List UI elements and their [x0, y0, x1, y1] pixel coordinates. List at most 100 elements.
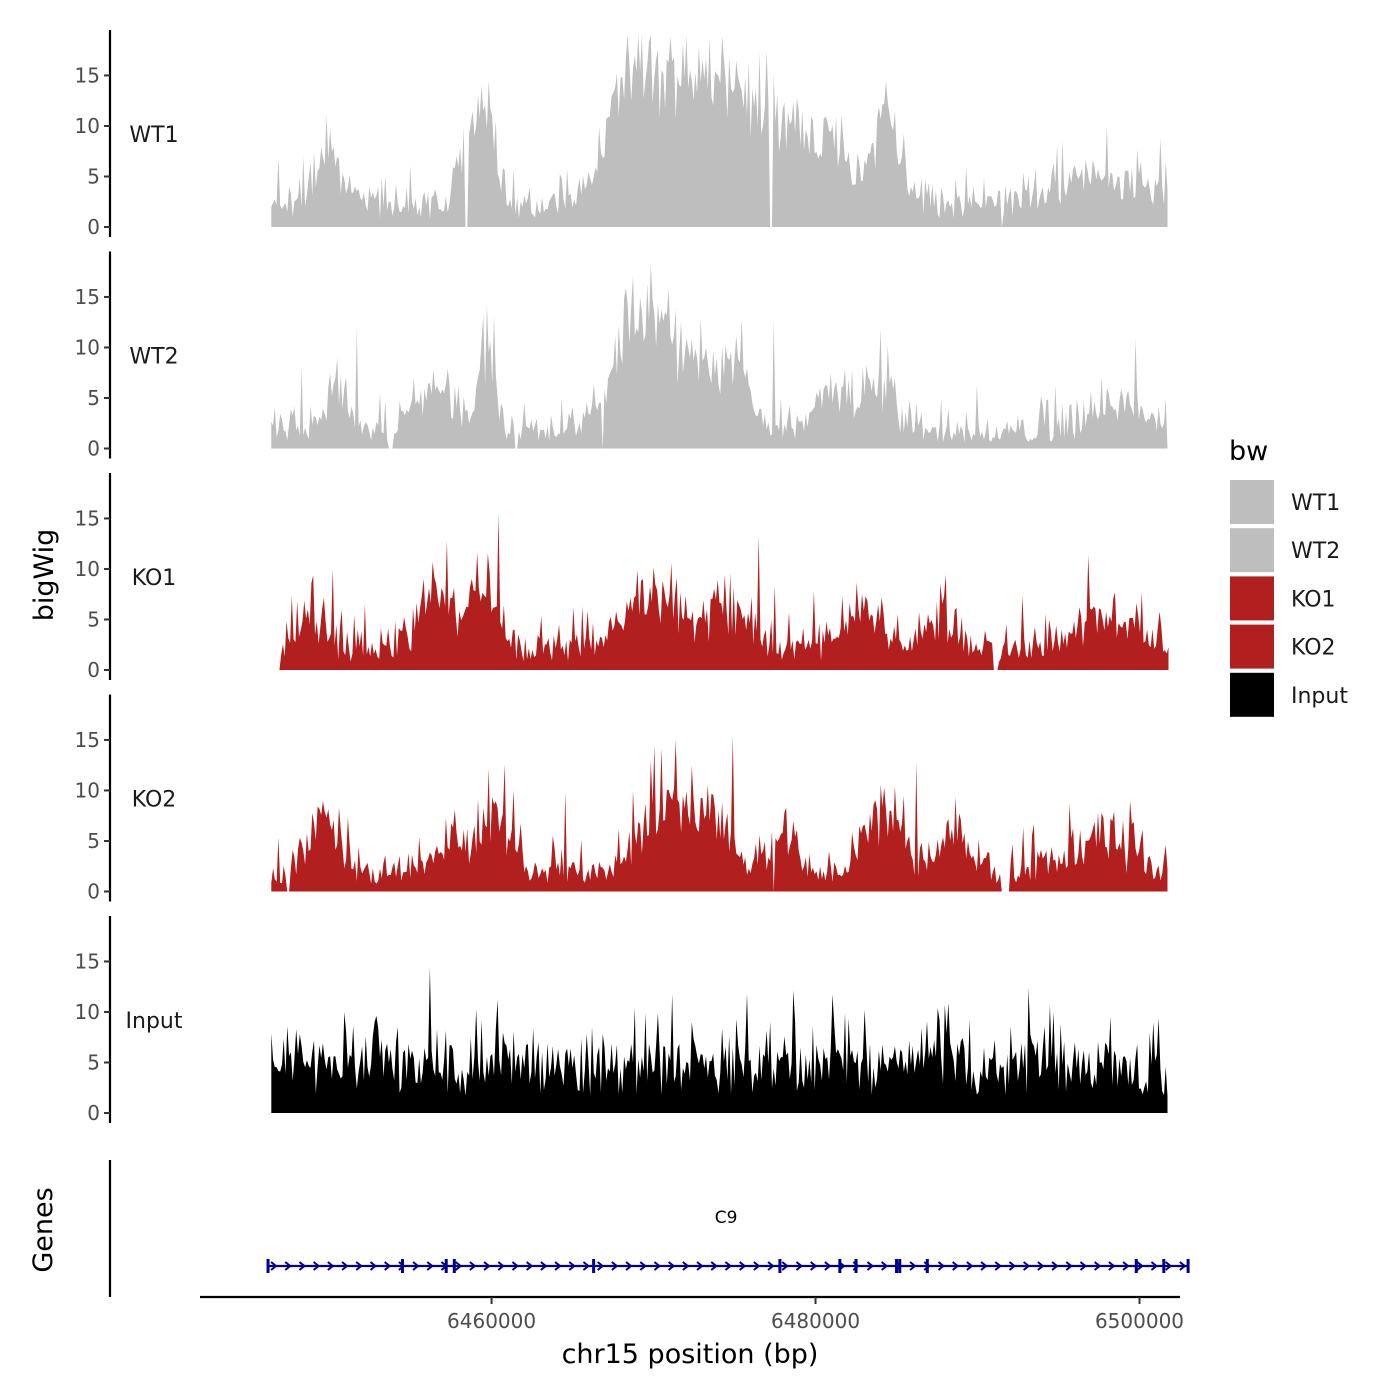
strand-arrow [568, 1261, 576, 1271]
strand-arrow [426, 1261, 434, 1271]
strand-arrow [483, 1261, 491, 1271]
y-axis-title: bigWig [29, 529, 60, 622]
gene-exon [838, 1259, 842, 1273]
strand-arrow [597, 1261, 605, 1271]
strand-arrow [1179, 1261, 1187, 1271]
strand-arrow [668, 1261, 676, 1271]
y-tick-label: 5 [87, 829, 100, 853]
strand-arrow [526, 1261, 534, 1271]
track-label: WT2 [129, 345, 178, 370]
y-tick-label: 0 [87, 880, 100, 904]
strand-arrow [653, 1261, 662, 1271]
gene-exon [778, 1259, 782, 1273]
strand-arrow [284, 1261, 292, 1271]
strand-arrow [682, 1261, 690, 1271]
track-label: KO2 [132, 788, 177, 813]
strand-arrow [540, 1261, 548, 1271]
legend-key [1230, 624, 1274, 669]
strand-arrow [937, 1261, 946, 1271]
x-axis-title: chr15 position (bp) [562, 1339, 819, 1370]
strand-arrow [810, 1261, 818, 1271]
legend-item: WT1 [1230, 480, 1340, 524]
track-label: WT1 [129, 123, 178, 148]
legend-label: KO2 [1291, 636, 1336, 661]
strand-arrow [582, 1261, 591, 1271]
strand-arrow [767, 1261, 775, 1271]
strand-arrow [1150, 1261, 1159, 1271]
signal-area [271, 735, 1168, 892]
strand-arrow [781, 1261, 789, 1271]
y-tick-label: 5 [87, 164, 100, 188]
y-tick-label: 10 [75, 778, 100, 802]
strand-arrow [369, 1261, 378, 1271]
strand-arrow [1023, 1261, 1031, 1271]
legend-label: KO1 [1291, 587, 1336, 612]
strand-arrow [994, 1261, 1002, 1271]
legend-item: KO1 [1230, 576, 1336, 621]
signal-area [271, 967, 1168, 1113]
track-ko2: 0 5 10 15 KO2 [75, 694, 1168, 904]
strand-arrow [739, 1261, 747, 1271]
y-tick-label: 5 [87, 1050, 100, 1074]
legend-label: Input [1291, 684, 1348, 709]
legend-item: Input [1230, 672, 1348, 717]
legend-key [1230, 528, 1274, 573]
gene-exon [898, 1259, 902, 1273]
strand-arrow [355, 1261, 363, 1271]
strand-arrow [625, 1261, 633, 1271]
track-wt1: 0 5 10 15 WT1 [75, 30, 1168, 239]
y-tick-label: 10 [75, 1000, 100, 1024]
strand-arrow [696, 1261, 704, 1271]
y-tick-label: 15 [75, 949, 100, 973]
strand-arrow [384, 1261, 392, 1271]
gene-exon [1134, 1259, 1138, 1273]
strand-arrow [298, 1261, 307, 1271]
gene-exon [452, 1259, 456, 1273]
strand-arrow [1079, 1261, 1088, 1271]
legend-key [1230, 480, 1274, 524]
track-label: Input [126, 1009, 183, 1034]
gene-exon [1186, 1259, 1190, 1273]
strand-arrow [980, 1261, 988, 1271]
signal-area [279, 514, 1169, 670]
gene-exon [925, 1259, 929, 1273]
x-tick-label: 6480000 [771, 1309, 860, 1333]
strand-arrow [710, 1261, 718, 1271]
signal-area [271, 264, 1168, 449]
x-tick-label: 6500000 [1095, 1309, 1184, 1333]
legend-item: WT2 [1230, 528, 1340, 573]
legend-key [1230, 576, 1274, 621]
strand-arrow [327, 1261, 335, 1271]
strand-arrow [1165, 1261, 1173, 1271]
gene-exon [266, 1259, 270, 1273]
strand-arrow [1008, 1261, 1017, 1271]
y-tick-label: 5 [87, 607, 100, 631]
strand-arrow [469, 1261, 477, 1271]
legend-label: WT1 [1291, 491, 1340, 516]
strand-arrow [455, 1261, 463, 1271]
strand-arrow [412, 1261, 420, 1271]
legend-label: WT2 [1291, 539, 1340, 564]
strand-arrow [909, 1261, 917, 1271]
y-tick-label: 15 [75, 63, 100, 87]
track-ko1: 0 5 10 15 KO1 [75, 473, 1169, 682]
legend: bw WT1 WT2 KO1 KO2 Input [1229, 436, 1348, 717]
strand-arrow [611, 1261, 619, 1271]
strand-arrow [639, 1261, 647, 1271]
gene-exon [1162, 1259, 1166, 1273]
y-tick-label: 0 [87, 215, 100, 239]
gene-track: C9 [108, 1160, 1190, 1297]
strand-arrow [1122, 1261, 1130, 1271]
strand-arrow [795, 1261, 804, 1271]
strand-arrow [1037, 1261, 1045, 1271]
y-tick-label: 15 [75, 285, 100, 309]
strand-arrow [313, 1261, 321, 1271]
gene-exon [592, 1259, 596, 1273]
legend-item: KO2 [1230, 624, 1336, 669]
track-label: KO1 [132, 566, 177, 591]
gene-track-title: Genes [28, 1187, 59, 1272]
strand-arrow [554, 1261, 562, 1271]
y-tick-label: 0 [87, 1101, 100, 1125]
tracks-layer: 0 5 10 15 WT1 0 5 10 15 WT2 0 5 10 15 KO1 0 5 10 15 KO2 0 5 10… [75, 30, 1169, 1125]
strand-arrow [966, 1261, 974, 1271]
